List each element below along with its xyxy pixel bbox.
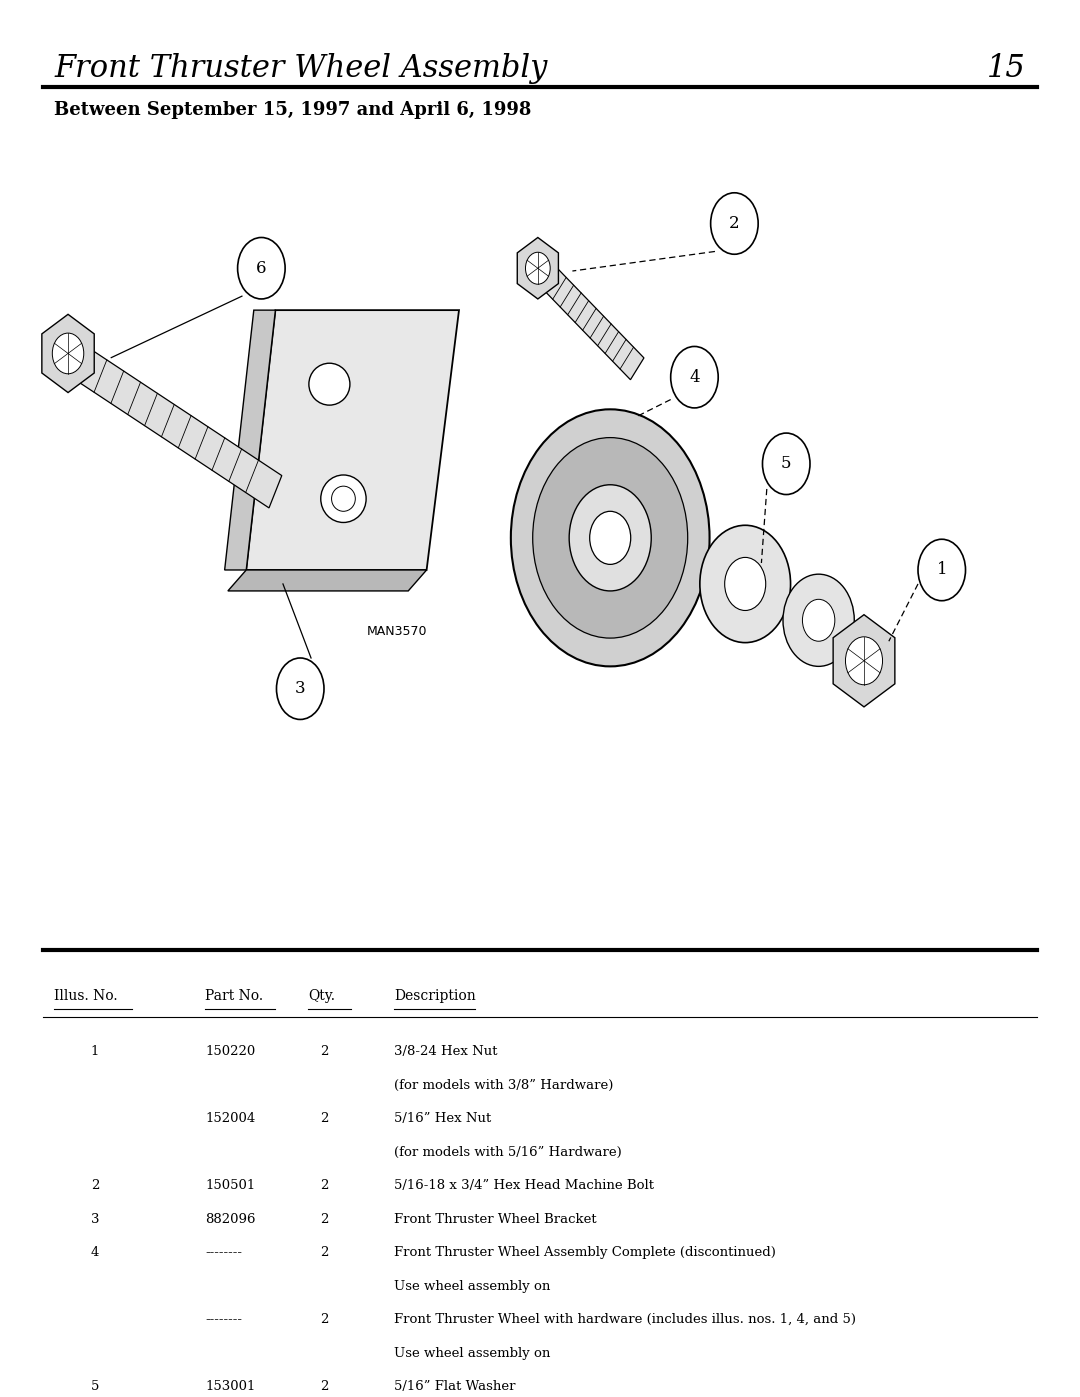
Text: 2: 2 [320, 1179, 328, 1192]
Text: 5/16” Hex Nut: 5/16” Hex Nut [394, 1112, 491, 1125]
Circle shape [511, 409, 710, 666]
Point [199, 1000, 212, 1017]
Circle shape [700, 525, 791, 643]
Text: 2: 2 [729, 215, 740, 232]
Circle shape [711, 193, 758, 254]
Text: 2: 2 [91, 1179, 99, 1192]
Text: 1: 1 [91, 1045, 99, 1058]
Polygon shape [75, 346, 282, 509]
Text: 4: 4 [91, 1246, 99, 1259]
Text: 3: 3 [91, 1213, 99, 1225]
Circle shape [52, 332, 84, 374]
Text: Front Thruster Wheel with hardware (includes illus. nos. 1, 4, and 5): Front Thruster Wheel with hardware (incl… [394, 1313, 856, 1326]
Text: Use wheel assembly on: Use wheel assembly on [394, 1347, 555, 1359]
Point [301, 1000, 314, 1017]
Ellipse shape [309, 363, 350, 405]
Circle shape [918, 539, 966, 601]
Text: 2: 2 [320, 1112, 328, 1125]
Circle shape [783, 574, 854, 666]
Text: 3/8-24 Hex Nut: 3/8-24 Hex Nut [394, 1045, 498, 1058]
Circle shape [532, 437, 688, 638]
Text: 1: 1 [936, 562, 947, 578]
Text: (for models with 3/8” Hardware): (for models with 3/8” Hardware) [394, 1078, 613, 1091]
Circle shape [276, 658, 324, 719]
Text: 5/16” Flat Washer: 5/16” Flat Washer [394, 1380, 516, 1393]
Text: 2: 2 [320, 1045, 328, 1058]
Text: 150501: 150501 [205, 1179, 256, 1192]
Circle shape [238, 237, 285, 299]
Text: Part No.: Part No. [205, 989, 264, 1003]
Text: 2: 2 [320, 1313, 328, 1326]
Text: 5: 5 [781, 455, 792, 472]
Circle shape [846, 637, 882, 685]
Text: Illus. No.: Illus. No. [54, 989, 118, 1003]
Polygon shape [833, 615, 895, 707]
Text: 152004: 152004 [205, 1112, 256, 1125]
Text: --------: -------- [205, 1313, 242, 1326]
Polygon shape [228, 570, 427, 591]
Circle shape [526, 253, 550, 284]
Text: 2: 2 [320, 1246, 328, 1259]
Text: 2: 2 [320, 1213, 328, 1225]
Polygon shape [42, 314, 94, 393]
Text: Description: Description [394, 989, 476, 1003]
Circle shape [671, 346, 718, 408]
Text: Front Thruster Wheel Assembly Complete (discontinued): Front Thruster Wheel Assembly Complete (… [394, 1246, 777, 1259]
Text: 3: 3 [295, 680, 306, 697]
Text: 4: 4 [689, 369, 700, 386]
Text: 15: 15 [987, 53, 1026, 84]
Text: 5/16-18 x 3/4” Hex Head Machine Bolt: 5/16-18 x 3/4” Hex Head Machine Bolt [394, 1179, 654, 1192]
Polygon shape [544, 268, 644, 380]
Text: 882096: 882096 [205, 1213, 256, 1225]
Point [388, 1000, 401, 1017]
Text: (for models with 5/16” Hardware): (for models with 5/16” Hardware) [394, 1146, 622, 1158]
Text: 5: 5 [91, 1380, 99, 1393]
Text: MAN3570: MAN3570 [367, 624, 428, 638]
Polygon shape [225, 310, 275, 570]
Text: 6: 6 [256, 260, 267, 277]
Circle shape [762, 433, 810, 495]
Polygon shape [517, 237, 558, 299]
Text: --------: -------- [205, 1246, 242, 1259]
Point [345, 1000, 357, 1017]
Ellipse shape [321, 475, 366, 522]
Text: 2: 2 [320, 1380, 328, 1393]
Circle shape [590, 511, 631, 564]
Text: 150220: 150220 [205, 1045, 256, 1058]
Point [469, 1000, 482, 1017]
Text: Use wheel assembly on: Use wheel assembly on [394, 1280, 555, 1292]
Point [269, 1000, 282, 1017]
Point [48, 1000, 60, 1017]
Text: Front Thruster Wheel Assembly: Front Thruster Wheel Assembly [54, 53, 548, 84]
Text: 153001: 153001 [205, 1380, 256, 1393]
Text: Between September 15, 1997 and April 6, 1998: Between September 15, 1997 and April 6, … [54, 101, 531, 119]
Point [125, 1000, 138, 1017]
Circle shape [802, 599, 835, 641]
Circle shape [725, 557, 766, 610]
Text: Front Thruster Wheel Bracket: Front Thruster Wheel Bracket [394, 1213, 597, 1225]
Circle shape [569, 485, 651, 591]
Polygon shape [246, 310, 459, 570]
Text: Qty.: Qty. [308, 989, 335, 1003]
